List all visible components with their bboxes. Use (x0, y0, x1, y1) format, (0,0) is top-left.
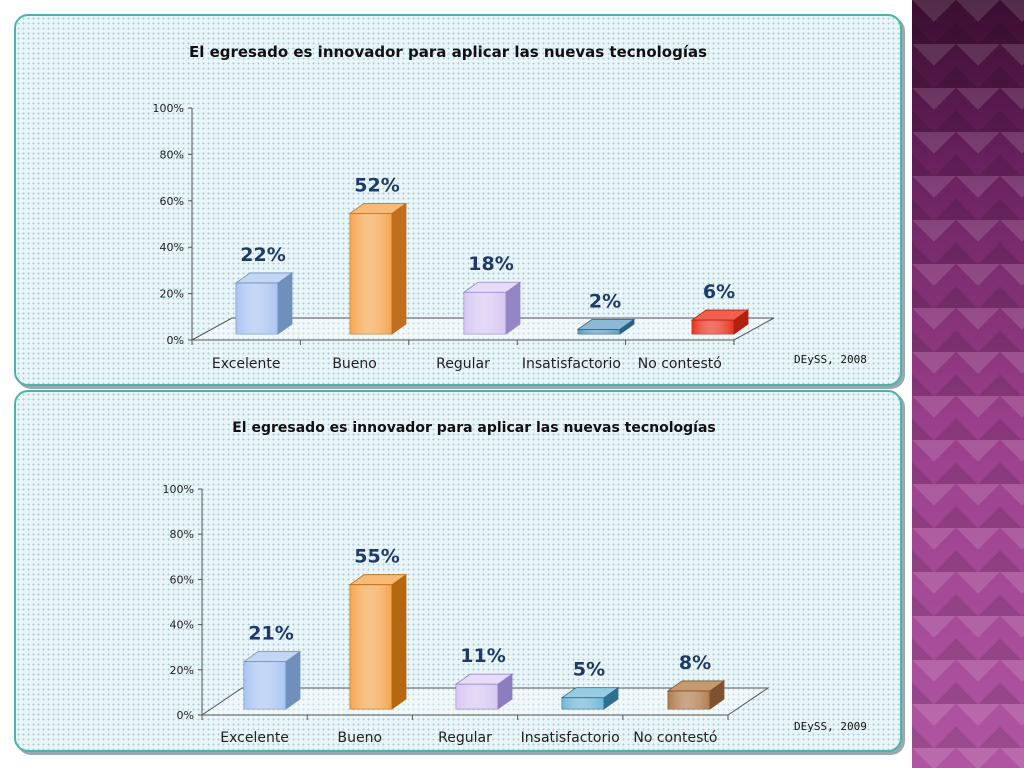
data-label: 21% (248, 623, 293, 645)
data-label: 11% (460, 645, 505, 667)
bar-top (560, 687, 620, 699)
bar-regular (462, 281, 522, 335)
bar-front-highlight (692, 320, 734, 334)
bar-bueno (348, 573, 408, 710)
chart-title: El egresado es innovador para aplicar la… (189, 43, 707, 61)
y-tick-label: 80% (170, 528, 194, 541)
data-label: 52% (354, 174, 399, 196)
data-label: 2% (589, 290, 621, 312)
x-category-label: Excelente (212, 356, 281, 372)
bar-side (277, 272, 293, 335)
x-category-label: Insatisfactorio (521, 730, 620, 746)
bar-no-contest (666, 680, 726, 710)
x-category-label: Insatisfactorio (522, 356, 621, 372)
bar-side (391, 202, 407, 335)
y-tick-label: 60% (160, 195, 184, 208)
y-tick-label: 100% (163, 483, 194, 496)
x-category-label: No contestó (638, 356, 722, 372)
y-tick-label: 20% (160, 288, 184, 301)
data-label: 55% (354, 546, 399, 568)
bar-top (462, 281, 522, 293)
chart-title: El egresado es innovador para aplicar la… (232, 420, 716, 436)
y-tick-label: 60% (170, 573, 194, 586)
bar-chart-2008: El egresado es innovador para aplicar la… (153, 43, 867, 372)
data-label: 18% (468, 253, 513, 275)
y-tick-label: 40% (170, 619, 194, 632)
bar-front-highlight (244, 661, 286, 709)
data-label: 22% (240, 244, 285, 266)
bar-top (348, 202, 408, 214)
bar-top (690, 309, 750, 321)
bar-excelente (242, 650, 302, 710)
data-label: 6% (703, 281, 735, 303)
bar-top (242, 651, 302, 662)
bar-front-highlight (578, 329, 620, 334)
chart-panel-2008: El egresado es innovador para aplicar la… (14, 14, 902, 386)
bar-excelente (234, 272, 294, 335)
y-tick-label: 40% (160, 241, 184, 254)
bar-top (666, 680, 726, 692)
bar-regular (454, 673, 514, 710)
y-tick-label: 80% (160, 148, 184, 161)
x-category-label: Bueno (338, 730, 383, 746)
bar-front-highlight (350, 213, 392, 334)
bar-front-highlight (562, 697, 604, 709)
y-tick-label: 20% (170, 664, 194, 677)
x-category-label: No contestó (633, 730, 717, 746)
source-note: DEySS, 2008 (794, 353, 867, 366)
bar-front-highlight (668, 690, 710, 709)
bar-front-highlight (236, 282, 278, 334)
x-category-label: Bueno (332, 356, 377, 372)
bar-no-contest (690, 309, 750, 335)
bar-top (454, 673, 514, 685)
y-tick-label: 0% (177, 709, 194, 722)
bar-top (234, 272, 294, 284)
y-tick-label: 0% (167, 334, 184, 347)
source-note: DEySS, 2009 (794, 720, 867, 733)
data-label: 8% (679, 652, 711, 674)
bar-chart-2009: El egresado es innovador para aplicar la… (163, 420, 867, 746)
bar-front-highlight (350, 584, 392, 709)
x-category-label: Regular (436, 356, 490, 372)
bar-top (576, 318, 636, 330)
x-category-label: Regular (438, 730, 492, 746)
bar-side (391, 573, 407, 710)
bar-top (348, 574, 408, 586)
bar-insatisfactorio (560, 686, 620, 710)
bar-insatisfactorio (576, 318, 636, 335)
x-category-label: Excelente (220, 730, 289, 746)
data-label: 5% (573, 659, 605, 681)
bar-bueno (348, 202, 408, 335)
decorative-side-band (912, 0, 1024, 768)
bar-front-highlight (456, 684, 498, 709)
y-tick-label: 100% (153, 102, 184, 115)
chart-panel-2009: El egresado es innovador para aplicar la… (14, 390, 902, 752)
bar-front-highlight (464, 292, 506, 334)
